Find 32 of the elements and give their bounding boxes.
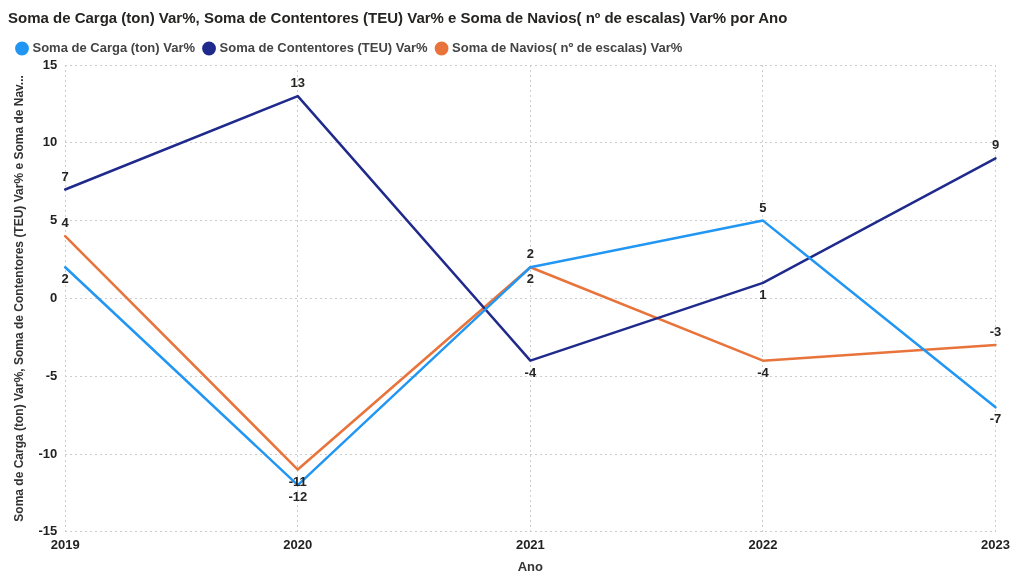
x-tick-label: 2022	[748, 537, 778, 553]
data-label: 7	[61, 168, 69, 184]
x-tick-label: 2023	[981, 537, 1010, 553]
data-label: 9	[991, 137, 1000, 153]
y-axis-title: Soma de Carga (ton) Var%, Soma de Contentores (TEU) Var% e Soma de Nav...	[11, 75, 26, 522]
x-axis-title: Ano	[517, 558, 544, 574]
y-tick-label: -15	[38, 523, 58, 539]
data-label: -4	[524, 364, 537, 380]
data-label: 13	[290, 75, 306, 91]
data-label: 1	[759, 286, 767, 302]
data-label: 2	[526, 271, 534, 287]
y-tick-label: -10	[38, 445, 58, 461]
data-label: 2	[526, 246, 534, 262]
y-tick-label: 5	[49, 212, 58, 228]
legend-label: Soma de Navios( nº de escalas) Var%	[452, 40, 683, 56]
y-tick-label: -5	[45, 367, 58, 383]
data-label: 2	[61, 271, 69, 287]
y-tick-label: 10	[42, 134, 58, 150]
data-label: -4	[757, 364, 770, 380]
y-tick-label: 0	[49, 289, 58, 305]
x-tick-label: 2020	[283, 537, 313, 553]
data-label: -3	[989, 324, 1002, 340]
data-label: -12	[288, 489, 308, 505]
data-label: 4	[61, 215, 70, 231]
legend-label: Soma de Carga (ton) Var%	[32, 40, 196, 56]
legend-label: Soma de Contentores (TEU) Var%	[219, 40, 429, 56]
data-label: -7	[989, 411, 1002, 427]
x-tick-label: 2021	[515, 537, 545, 553]
data-label: 5	[759, 199, 767, 215]
chart-title: Soma de Carga (ton) Var%, Soma de Contentores (TEU) Var% e Soma de Navios( nº de escalas) Var% por Ano	[8, 9, 788, 27]
y-tick-label: 15	[42, 56, 58, 72]
x-tick-label: 2019	[50, 537, 80, 553]
